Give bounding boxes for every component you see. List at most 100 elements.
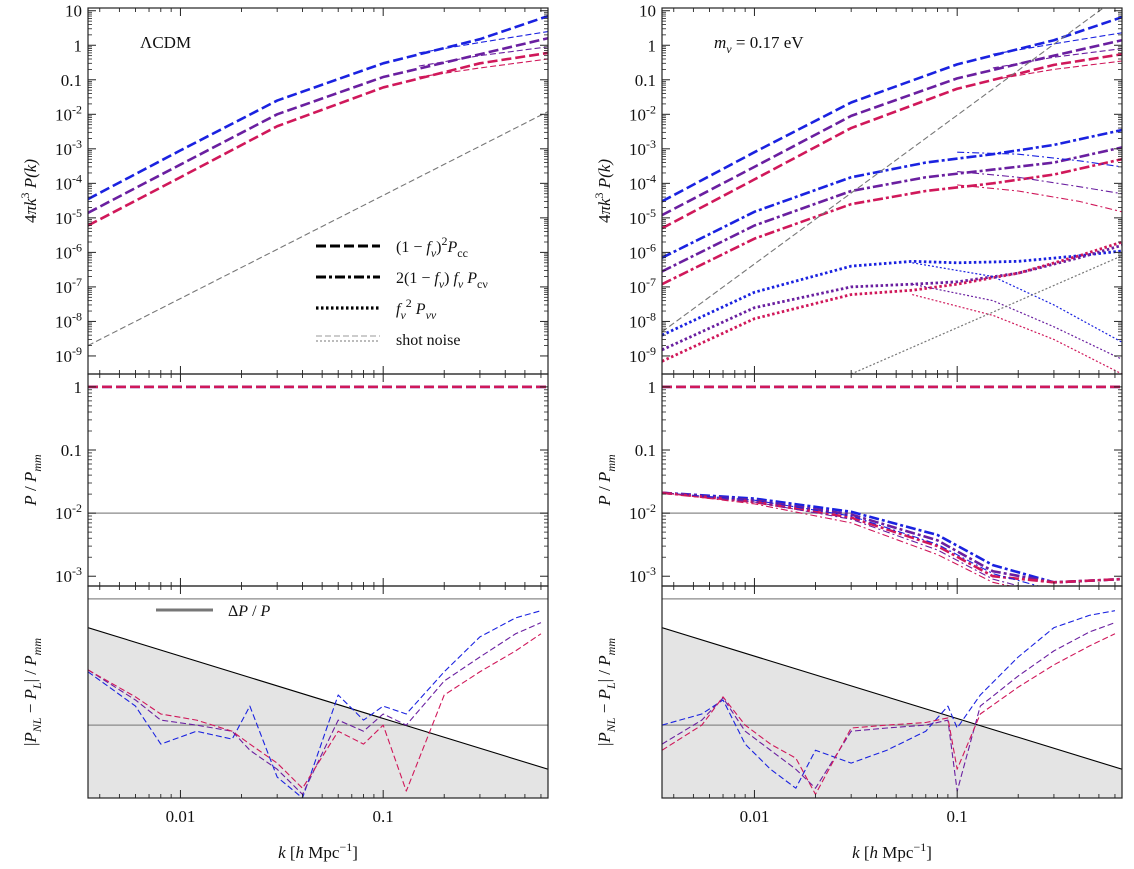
series-blue-thin-dashed-0	[88, 610, 542, 798]
ticks	[88, 8, 548, 374]
series-blue-thin-dotted-15	[912, 262, 1122, 343]
series-blue-thin-dashdot-12	[957, 151, 1122, 168]
series-purple-thin-dashed-1	[88, 622, 542, 795]
series-crimson-thin-dashdot-8	[662, 492, 1013, 586]
series-blue-dashdot-3	[662, 128, 1122, 259]
y-tick-label: 10-3	[629, 564, 656, 586]
x-tick-label: 0.01	[740, 807, 770, 826]
threshold-region	[88, 627, 548, 798]
plot-area	[662, 8, 1122, 374]
x-tick-label: 0.1	[947, 807, 968, 826]
series-blue-thin-dashdot-6	[662, 492, 1041, 586]
y-tick-label: 1	[648, 378, 657, 397]
series-shot_noise-thin-dashed-18	[662, 8, 1105, 333]
ticks	[88, 374, 548, 586]
y-axis-label: P / Pmm	[21, 454, 44, 507]
plot-layer: 10-9 10-8 10-7 10-6 10-5 10-4 10-3 10-2 0.1 1 10 4π…	[18, 2, 1123, 862]
plot-frame	[87, 373, 549, 587]
series-crimson-thin-dashdot-14	[957, 184, 1122, 213]
y-tick-label: 0.1	[635, 71, 656, 90]
series-blue-thin-dashed-0	[662, 610, 1116, 789]
plot-area	[88, 598, 548, 798]
series-purple-dashed-1	[662, 38, 1122, 217]
y-tick-label: 10-6	[55, 240, 82, 262]
series-shot_noise-thin-dotted-19	[850, 255, 1122, 374]
threshold-line	[88, 627, 548, 770]
plot-frame	[661, 373, 1123, 587]
y-tick-label: 10-7	[629, 275, 656, 297]
threshold-line	[662, 627, 1122, 770]
y-tick-label: 10-2	[629, 501, 656, 523]
y-tick-label: 10-3	[55, 137, 82, 159]
ticks	[673, 586, 1116, 798]
legend-label: ΔP / P	[228, 603, 271, 620]
plot-frame	[661, 585, 1123, 799]
x-tick-label: 0.1	[373, 807, 394, 826]
legend-label: (1 − fν)2Pcc	[396, 234, 468, 260]
y-tick-label: 0.1	[61, 441, 82, 460]
series-purple-thin-dashed-4	[418, 46, 548, 67]
threshold-region	[662, 627, 1122, 798]
series-crimson-thin-dotted-17	[912, 293, 1122, 374]
plot-frame	[87, 585, 549, 799]
series-crimson-thin-dashed-11	[992, 60, 1122, 81]
plot-area	[88, 385, 548, 514]
y-tick-label: 10-2	[629, 102, 656, 124]
panel-annotation: mν = 0.17 eV	[714, 33, 804, 56]
series-blue-thin-dashed-3	[418, 30, 548, 54]
y-tick-label: 10-2	[55, 501, 82, 523]
y-tick-label: 10-2	[55, 102, 82, 124]
legend: (1 − fν)2Pcc 2(1 − fν) fν Pcν fν2 Pνν shot …	[316, 234, 488, 349]
panel-right-top: 10-9 10-8 10-7 10-6 10-5 10-4 10-3 10-2 0.1 1 10 4π…	[592, 2, 1123, 375]
panel-annotation: ΛCDM	[140, 33, 191, 52]
plot-area	[662, 598, 1122, 798]
series-crimson-thin-dashed-2	[88, 633, 542, 792]
x-tick-label: 0.01	[166, 807, 196, 826]
y-tick-label: 10-3	[55, 564, 82, 586]
series-crimson-dotted-8	[662, 240, 1122, 363]
series-crimson-dashed-2	[88, 51, 548, 227]
y-tick-label: 10	[639, 2, 656, 21]
y-axis-label: 4πk3 P(k)	[592, 159, 614, 223]
series-blue-dashed-0	[88, 14, 548, 201]
series-purple-thin-dashdot-13	[957, 170, 1122, 195]
ticks	[662, 8, 1122, 374]
y-tick-label: 0.1	[635, 441, 656, 460]
legend-label: 2(1 − fν) fν Pcν	[396, 270, 488, 291]
y-tick-label: 10-7	[55, 275, 82, 297]
y-tick-label: 10-4	[629, 171, 656, 193]
panel-left-middle: 10-3 10-2 0.1 1 P / Pmm	[21, 373, 549, 587]
y-axis-label: P / Pmm	[595, 454, 618, 507]
panel-right-middle: 10-3 10-2 0.1 1 P / Pmm	[595, 373, 1123, 587]
y-tick-label: 0.1	[61, 71, 82, 90]
y-axis-label: |PNL − PL| / Pmm	[595, 638, 618, 746]
ticks	[99, 586, 542, 798]
y-axis-label: |PNL − PL| / Pmm	[21, 638, 44, 746]
y-tick-label: 10-6	[629, 240, 656, 262]
series-blue-dotted-6	[662, 249, 1122, 337]
series-blue-thin-dashed-9	[992, 32, 1122, 55]
legend: ΔP / P	[156, 603, 271, 620]
y-tick-label: 10-9	[55, 344, 82, 366]
legend-label: fν2 Pνν	[396, 296, 437, 322]
x-axis-label: k [h Mpc−1]	[852, 840, 932, 862]
y-tick-label: 1	[74, 36, 83, 55]
series-crimson-dashed-2	[662, 52, 1122, 230]
series-crimson-thin-dashed-5	[418, 58, 548, 78]
plot-area	[88, 14, 548, 347]
y-tick-label: 10-4	[55, 171, 82, 193]
y-tick-label: 1	[648, 36, 657, 55]
series-purple-thin-dashdot-7	[662, 492, 1022, 586]
y-tick-label: 1	[74, 378, 83, 397]
plot-area	[662, 385, 1122, 586]
y-axis-label: 4πk3 P(k)	[18, 159, 40, 223]
panel-left-top: 10-9 10-8 10-7 10-6 10-5 10-4 10-3 10-2 0.1 1 10 4π…	[18, 2, 549, 375]
y-tick-label: 10-8	[55, 309, 82, 331]
y-tick-label: 10-5	[629, 206, 656, 228]
series-crimson-dashdot-5	[662, 157, 1122, 286]
series-purple-dotted-7	[662, 243, 1122, 352]
ticks	[662, 374, 1122, 586]
x-axis-label: k [h Mpc−1]	[278, 840, 358, 862]
y-tick-label: 10-9	[629, 344, 656, 366]
